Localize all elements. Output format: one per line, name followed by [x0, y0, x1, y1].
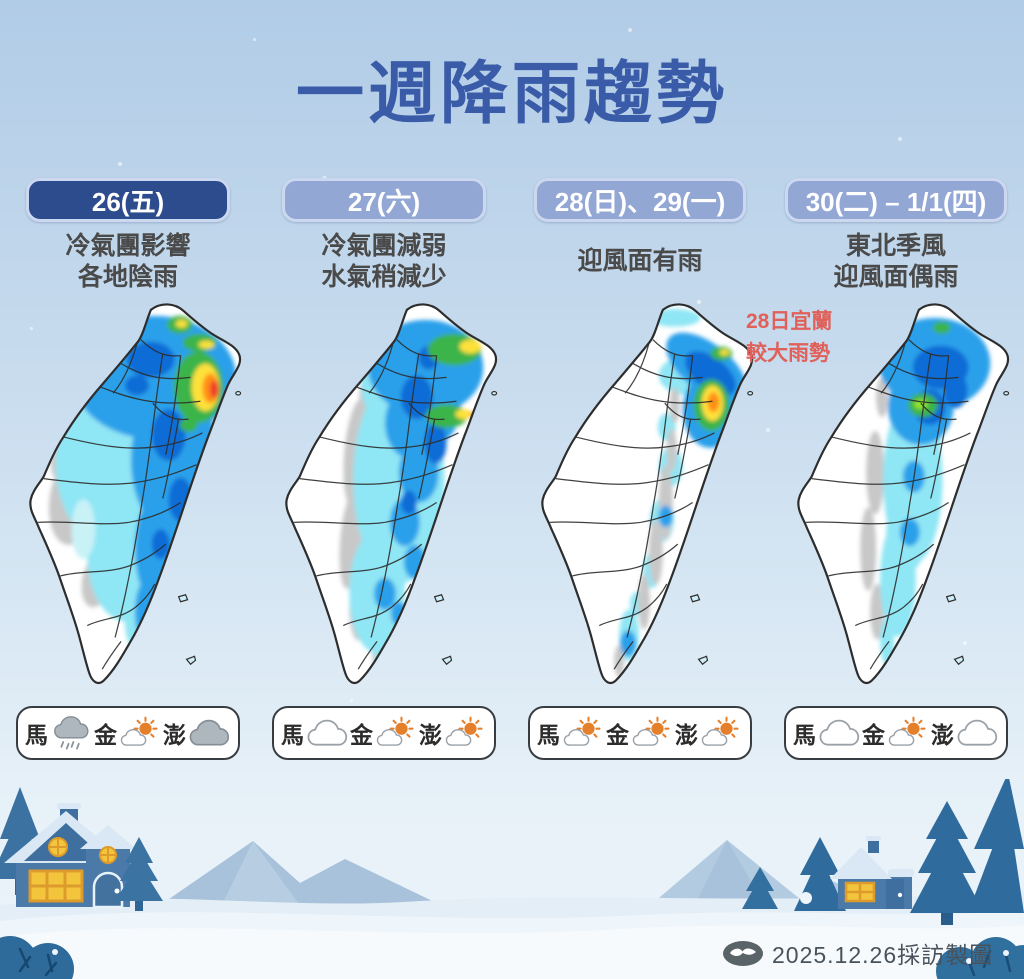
island-label-penghu: 澎 — [163, 722, 186, 748]
offshore-islands-weather-bar: 馬 金 澎 — [16, 706, 240, 760]
date-badge: 27(六) — [282, 178, 486, 222]
date-badge: 28(日)、29(一) — [533, 178, 747, 222]
island-label-kinmen: 金 — [350, 722, 373, 748]
pine-tree — [910, 801, 984, 925]
island-label-kinmen: 金 — [94, 722, 117, 748]
sun-cloud-icon — [118, 715, 162, 751]
gray-cloud-icon — [187, 715, 231, 751]
sun-cloud-icon — [699, 715, 743, 751]
island-label-matsu: 馬 — [281, 722, 304, 748]
forecast-description: 冷氣團減弱 水氣稍減少 — [321, 231, 447, 292]
house-right — [830, 836, 914, 909]
pine-tree — [968, 779, 1024, 913]
forecast-column-day2: 27(六) 冷氣團減弱 水氣稍減少 — [256, 178, 512, 760]
forecast-description: 迎風面有雨 — [577, 247, 703, 276]
bush-left — [0, 936, 74, 979]
forecast-column-day3-4: 28(日)、29(一) 迎風面有雨 — [512, 178, 768, 760]
rain-cloud-icon — [49, 715, 93, 751]
island-label-matsu: 馬 — [793, 722, 816, 748]
date-badge: 26(五) — [26, 178, 230, 222]
forecast-column-day5-7: 30(二) – 1/1(四) 東北季風 迎風面偶雨 — [768, 178, 1024, 760]
bush-right — [936, 937, 1024, 979]
pine-tree — [794, 837, 846, 911]
credit-line: 2025.12.26採訪製圖 — [722, 936, 993, 970]
snow-field-front — [0, 925, 1024, 979]
island-label-matsu: 馬 — [537, 722, 560, 748]
white-cloud-icon — [305, 715, 349, 751]
island-label-penghu: 澎 — [931, 722, 954, 748]
island-label-penghu: 澎 — [675, 722, 698, 748]
rainfall-map-day5-7 — [797, 303, 1010, 685]
sun-cloud-icon — [886, 715, 930, 751]
sun-cloud-icon — [630, 715, 674, 751]
offshore-islands-weather-bar: 馬 金 澎 — [272, 706, 496, 760]
island-label-kinmen: 金 — [606, 722, 629, 748]
pine-tree — [742, 867, 778, 909]
news-outlet-logo — [723, 940, 763, 966]
credit-text: 2025.12.26採訪製圖 — [772, 942, 994, 968]
winter-scene — [0, 779, 1024, 979]
date-badge: 30(二) – 1/1(四) — [784, 178, 1008, 222]
sun-cloud-icon — [561, 715, 605, 751]
rainfall-map-day3-4 — [541, 303, 754, 685]
island-label-penghu: 澎 — [419, 722, 442, 748]
rainfall-map-day1 — [29, 303, 242, 685]
sun-cloud-icon — [374, 715, 418, 751]
offshore-islands-weather-bar: 馬 金 澎 — [528, 706, 752, 760]
house-left — [4, 803, 136, 909]
yilan-rain-annotation: 28日宜蘭 較大雨勢 — [746, 310, 833, 365]
forecast-description: 冷氣團影響 各地陰雨 — [65, 231, 191, 292]
forecast-columns: 26(五) 冷氣團影響 各地陰雨 — [0, 178, 1024, 760]
forecast-column-day1: 26(五) 冷氣團影響 各地陰雨 — [0, 178, 256, 760]
forecast-description: 東北季風 迎風面偶雨 — [833, 231, 959, 292]
sun-cloud-icon — [443, 715, 487, 751]
white-cloud-icon — [955, 715, 999, 751]
page-title: 一週降雨趨勢 — [295, 56, 728, 132]
island-label-kinmen: 金 — [862, 722, 885, 748]
offshore-islands-weather-bar: 馬 金 澎 — [784, 706, 1008, 760]
pine-tree — [115, 837, 163, 911]
island-label-matsu: 馬 — [25, 722, 48, 748]
white-cloud-icon — [817, 715, 861, 751]
rainfall-map-day2 — [285, 303, 498, 685]
